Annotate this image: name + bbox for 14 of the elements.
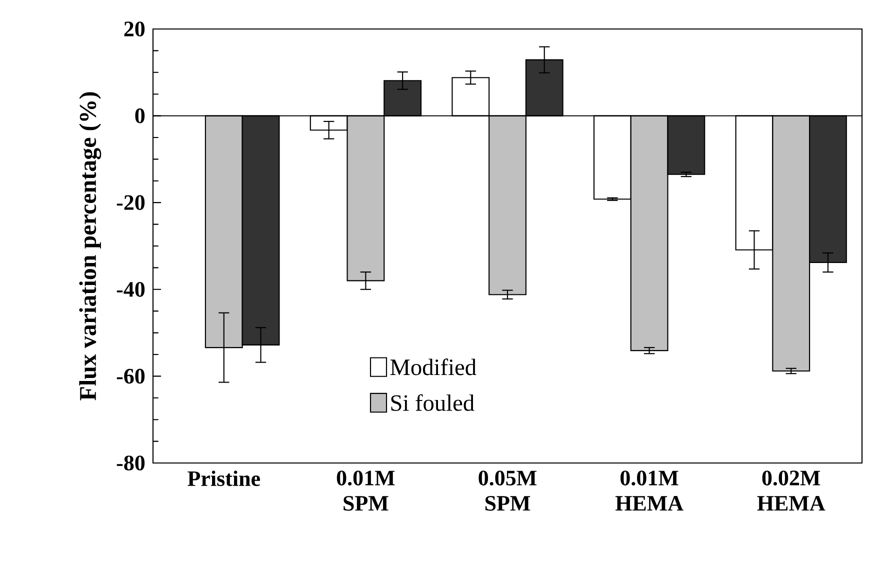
y-tick-label: 20 — [124, 22, 145, 36]
y-tick-label: -40 — [116, 282, 145, 297]
legend-label: Si fouled — [391, 394, 474, 411]
y-tick-label: -80 — [116, 456, 145, 470]
x-tick-label: 0.05M SPM — [478, 470, 537, 511]
x-tick-label: 0.01M SPM — [336, 470, 395, 511]
y-axis-title: Flux variation percentage (%) — [79, 92, 102, 400]
legend-label: Modified — [390, 358, 476, 376]
x-tick-label: 0.02M HEMA — [757, 470, 826, 511]
y-tick-label: 0 — [135, 108, 145, 124]
x-tick-label: Pristine — [188, 470, 260, 486]
y-tick-label: -60 — [116, 368, 145, 384]
y-tick-label: -20 — [116, 195, 145, 210]
x-tick-label: 0.01M HEMA — [615, 470, 684, 511]
